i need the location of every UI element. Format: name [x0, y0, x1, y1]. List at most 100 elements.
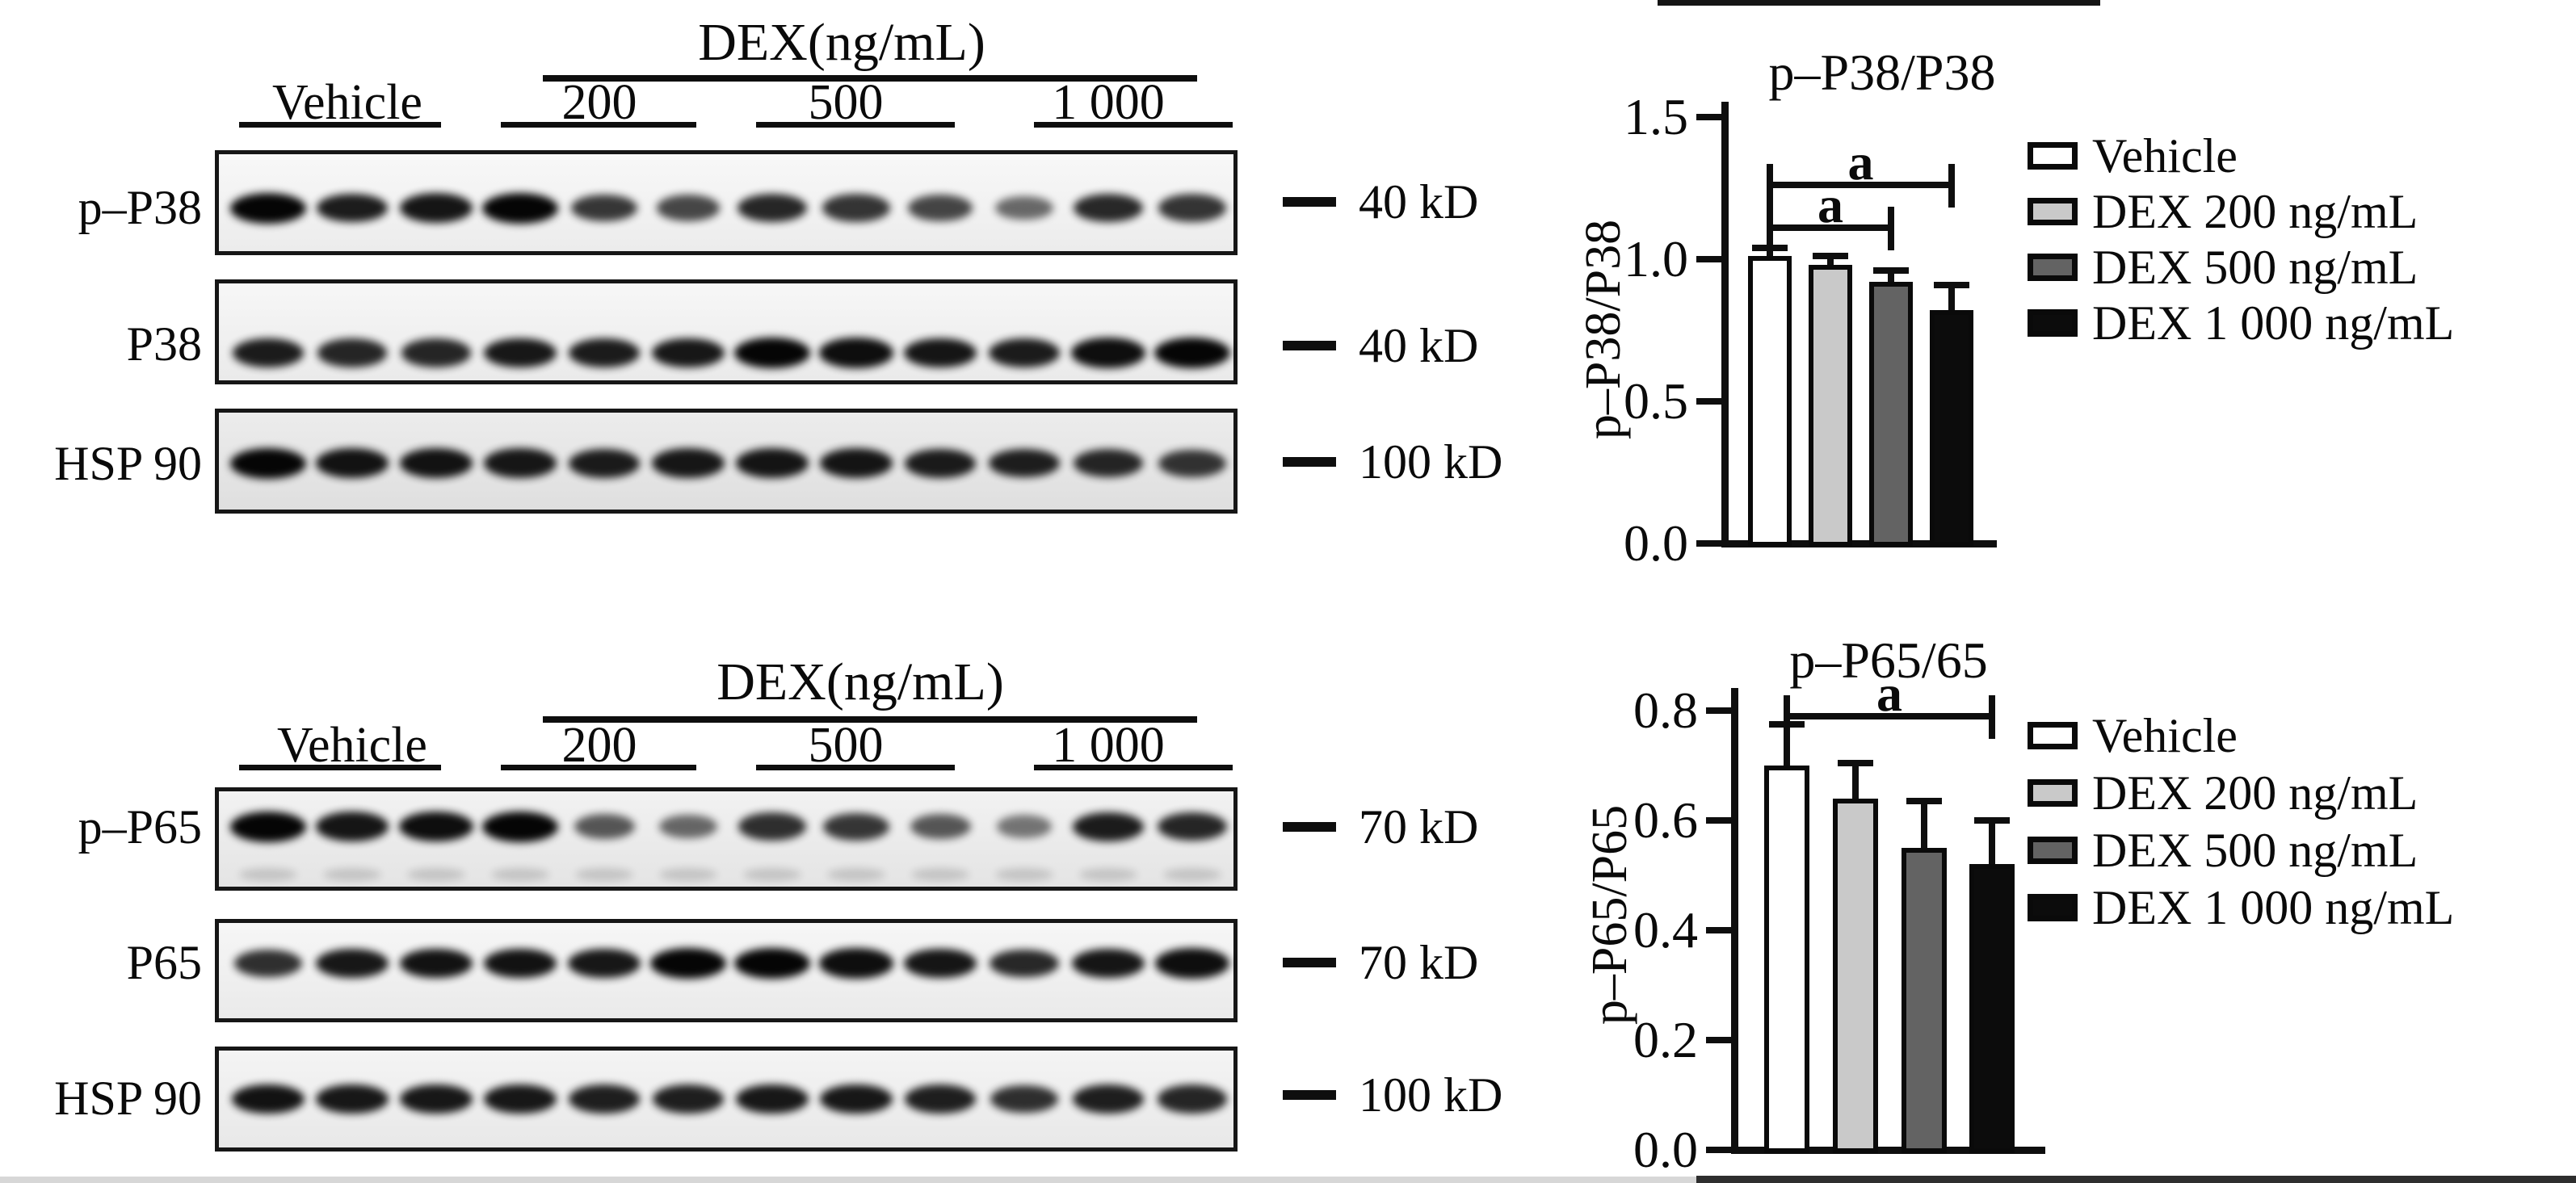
blot-band	[652, 338, 725, 368]
error-bar-cap	[1934, 281, 1969, 288]
blot-band	[399, 193, 473, 223]
blot-band	[231, 1084, 305, 1114]
marker-label: 100 kD	[1359, 435, 1503, 489]
blot-band	[822, 812, 890, 841]
error-bar-line	[1784, 724, 1790, 766]
significance-bracket-tick	[1767, 207, 1773, 251]
blot-band	[818, 338, 894, 368]
marker-dash	[1283, 958, 1336, 967]
blot-row-label: p–P38	[78, 181, 202, 234]
error-bar-cap	[1873, 267, 1909, 275]
blot-band-faint	[995, 867, 1053, 881]
blot-band-faint	[407, 867, 465, 881]
bar-Vehicle	[1764, 766, 1809, 1153]
blot-band	[232, 338, 305, 367]
legend-label: Vehicle	[2092, 129, 2238, 182]
blot-band	[996, 815, 1053, 838]
group-label-3: 1 000	[1052, 75, 1165, 130]
legend-swatch-DEX 200 ng/mL	[2028, 779, 2078, 807]
y-tick-label: 0.0	[1624, 514, 1688, 572]
significance-bracket-tick	[1989, 694, 1995, 739]
blot-band	[905, 1084, 976, 1114]
legend-label: DEX 200 ng/mL	[2092, 185, 2418, 238]
blot-band	[1074, 194, 1143, 222]
blot-band	[653, 1084, 724, 1114]
legend-label: Vehicle	[2092, 709, 2238, 762]
error-bar-line	[1767, 247, 1773, 257]
blot-band	[1154, 338, 1230, 368]
treatment-header: DEX(ng/mL)	[716, 652, 1004, 711]
legend-swatch-DEX 500 ng/mL	[2028, 254, 2078, 281]
top-edge-artifact	[1658, 0, 2100, 6]
blot-band-faint	[911, 867, 969, 881]
y-tick	[1696, 540, 1722, 547]
blot-band	[568, 448, 641, 478]
group-underline-2	[756, 765, 955, 770]
group-underline-2	[756, 122, 955, 128]
y-tick-label: 0.6	[1633, 791, 1698, 849]
blot-band	[482, 811, 558, 842]
y-tick-label: 1.0	[1624, 230, 1688, 287]
y-tick	[1706, 927, 1732, 933]
blot-band	[1072, 812, 1145, 841]
blot-box-p65-1	[215, 919, 1238, 1022]
y-tick-label: 0.2	[1633, 1011, 1698, 1068]
group-label-0: Vehicle	[272, 75, 422, 130]
y-tick	[1706, 1037, 1732, 1043]
blot-band-faint	[1163, 867, 1221, 881]
legend-swatch-Vehicle	[2028, 142, 2078, 170]
blot-band	[482, 192, 558, 224]
blot-band	[484, 338, 557, 368]
error-bar-cap	[1813, 253, 1848, 260]
y-tick	[1696, 256, 1722, 262]
blot-band	[316, 1084, 389, 1114]
significance-bracket-tick	[1767, 164, 1773, 208]
blot-band-faint	[743, 867, 801, 881]
y-tick	[1706, 1147, 1732, 1153]
blot-band	[990, 1084, 1059, 1114]
y-tick-label: 0.0	[1633, 1121, 1698, 1178]
blot-row-label: P65	[126, 936, 202, 989]
blot-row-label: P38	[126, 317, 202, 371]
marker-label: 100 kD	[1359, 1068, 1503, 1122]
treatment-header-underline	[543, 716, 1197, 723]
blot-band	[659, 814, 717, 839]
group-underline-1	[501, 122, 696, 128]
y-axis-line	[1721, 102, 1729, 547]
legend-swatch-Vehicle	[2028, 722, 2078, 749]
blot-band	[990, 949, 1059, 978]
significance-bracket-tick	[1888, 207, 1894, 251]
group-label-3: 1 000	[1052, 718, 1165, 773]
blot-band	[484, 448, 557, 478]
error-bar-line	[1989, 820, 1995, 865]
treatment-header-underline	[543, 75, 1197, 82]
blot-band	[652, 448, 725, 478]
blot-band	[822, 194, 890, 222]
blot-band-faint	[827, 867, 885, 881]
blot-band	[315, 812, 389, 841]
blot-band	[737, 193, 808, 223]
blot-band	[656, 195, 721, 221]
marker-dash	[1283, 1090, 1336, 1100]
significance-bracket-tick	[1948, 164, 1955, 208]
blot-band	[989, 448, 1060, 478]
blot-band	[570, 194, 638, 222]
significance-bracket-line	[1784, 712, 1995, 719]
bottom-edge-artifact-dark	[1696, 1176, 2576, 1183]
blot-band	[399, 948, 473, 979]
blot-band	[315, 448, 389, 479]
blot-band	[903, 338, 977, 368]
blot-band	[568, 948, 641, 979]
blot-band	[1071, 948, 1145, 979]
blot-band	[738, 812, 807, 841]
blot-band	[401, 338, 472, 367]
error-bar-cap	[1974, 817, 2010, 824]
blot-band	[398, 811, 474, 842]
bar-DEX 200 ng/mL	[1833, 798, 1878, 1153]
blot-band	[569, 1084, 640, 1114]
blot-band	[316, 948, 389, 979]
marker-dash	[1283, 822, 1336, 832]
significance-bracket-line	[1767, 182, 1955, 189]
bar-Vehicle	[1748, 256, 1792, 547]
